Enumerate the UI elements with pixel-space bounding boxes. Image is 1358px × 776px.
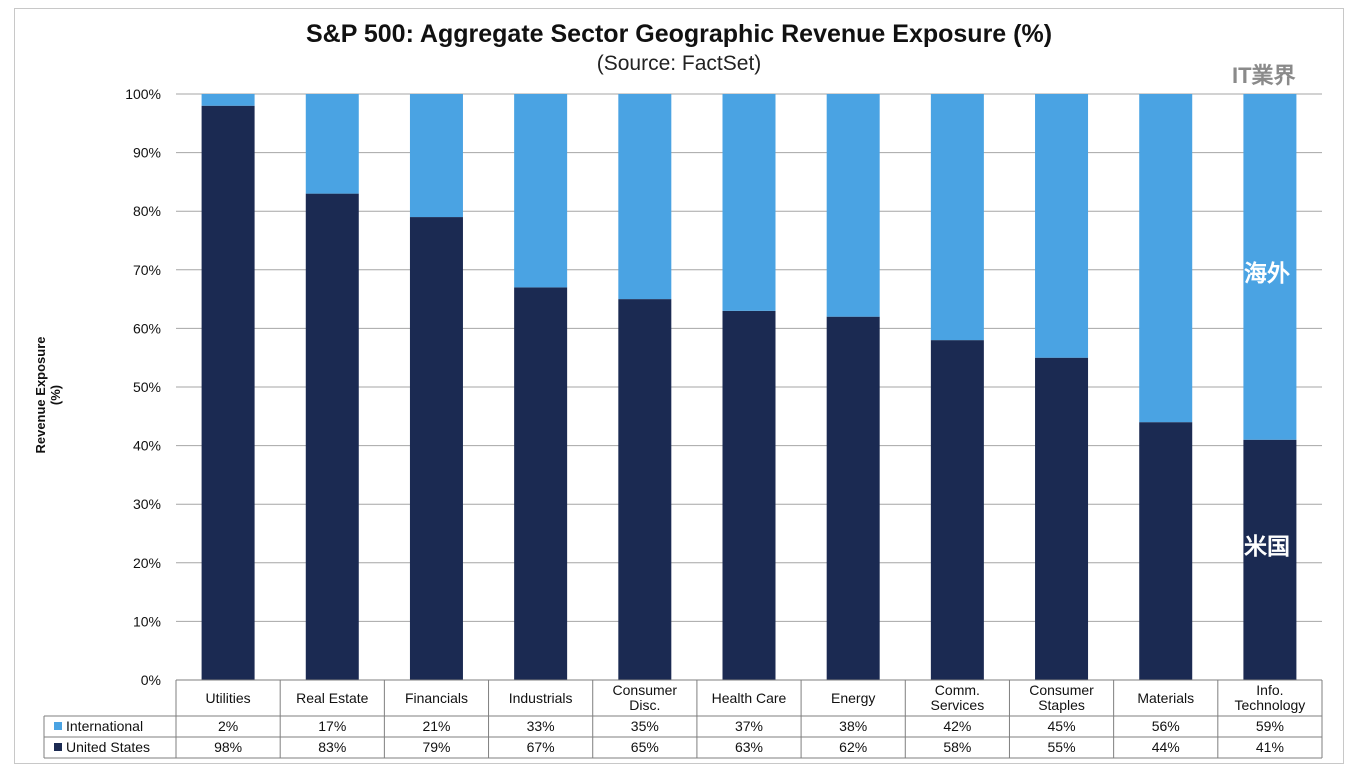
bar-international	[201, 94, 255, 106]
y-tick-label: 0%	[141, 672, 161, 688]
x-tick-label: Info.	[1256, 682, 1283, 698]
data-label-international: 17%	[318, 718, 346, 734]
x-tick-label: Real Estate	[296, 690, 369, 706]
data-label-international: 45%	[1048, 718, 1076, 734]
y-tick-label: 40%	[133, 438, 161, 454]
data-label-international: 59%	[1256, 718, 1284, 734]
bar-international	[514, 94, 568, 288]
bar-international	[722, 94, 776, 311]
legend-key-united-states	[54, 743, 62, 751]
bar-united-states	[1139, 422, 1193, 680]
bar-united-states	[722, 310, 776, 680]
y-tick-label: 90%	[133, 145, 161, 161]
x-tick-label: Energy	[831, 690, 875, 706]
bar-united-states	[930, 340, 984, 680]
data-label-united-states: 41%	[1256, 739, 1284, 755]
bar-international	[409, 94, 463, 218]
united-states-annotation: 米国	[1244, 533, 1290, 559]
data-label-international: 42%	[943, 718, 971, 734]
legend-label-international: International	[66, 718, 143, 734]
data-label-united-states: 83%	[318, 739, 346, 755]
x-tick-label: Financials	[405, 690, 468, 706]
watermark-text: IT業界	[1232, 63, 1296, 88]
bar-united-states	[618, 299, 672, 680]
chart-title: S&P 500: Aggregate Sector Geographic Rev…	[305, 20, 1053, 48]
data-label-united-states: 79%	[422, 739, 450, 755]
bar-united-states	[409, 217, 463, 680]
data-label-international: 33%	[527, 718, 555, 734]
data-label-united-states: 98%	[214, 739, 242, 755]
y-tick-label: 70%	[133, 262, 161, 278]
data-label-united-states: 62%	[839, 739, 867, 755]
international-annotation: 海外	[1244, 260, 1290, 286]
y-tick-label: 80%	[133, 203, 161, 219]
data-label-international: 2%	[218, 718, 238, 734]
data-label-united-states: 63%	[735, 739, 763, 755]
legend-label-united-states: United States	[66, 739, 150, 755]
chart-subtitle: (Source: FactSet)	[596, 52, 762, 75]
x-tick-label: Materials	[1137, 690, 1194, 706]
data-label-united-states: 67%	[527, 739, 555, 755]
data-label-united-states: 65%	[631, 739, 659, 755]
x-tick-label: Comm.	[935, 682, 980, 698]
bar-international	[1035, 94, 1089, 358]
data-label-international: 35%	[631, 718, 659, 734]
x-tick-label: Services	[931, 697, 985, 713]
bar-united-states	[1243, 439, 1297, 680]
data-label-united-states: 55%	[1048, 739, 1076, 755]
bar-international	[1243, 94, 1297, 440]
bar-international	[930, 94, 984, 341]
data-label-international: 21%	[422, 718, 450, 734]
x-tick-label: Technology	[1234, 697, 1305, 713]
bar-united-states	[1035, 357, 1089, 680]
bar-international	[618, 94, 672, 300]
x-tick-label: Health Care	[712, 690, 787, 706]
data-label-international: 38%	[839, 718, 867, 734]
chart-frame	[14, 8, 1344, 764]
y-tick-label: 20%	[133, 555, 161, 571]
y-tick-label: 60%	[133, 320, 161, 336]
y-tick-label: 10%	[133, 613, 161, 629]
bar-international	[1139, 94, 1193, 423]
x-tick-label: Consumer	[1029, 682, 1094, 698]
x-tick-label: Staples	[1038, 697, 1085, 713]
data-label-united-states: 44%	[1152, 739, 1180, 755]
bar-international	[305, 94, 359, 194]
y-tick-label: 30%	[133, 496, 161, 512]
bar-united-states	[826, 316, 880, 680]
x-tick-label: Utilities	[206, 690, 251, 706]
x-tick-label: Industrials	[509, 690, 573, 706]
bar-united-states	[514, 287, 568, 680]
bar-international	[826, 94, 880, 317]
y-tick-label: 100%	[125, 86, 161, 102]
legend-key-international	[54, 722, 62, 730]
data-label-united-states: 58%	[943, 739, 971, 755]
x-tick-label: Consumer	[613, 682, 678, 698]
data-label-international: 37%	[735, 718, 763, 734]
bar-united-states	[201, 105, 255, 681]
x-tick-label: Disc.	[629, 697, 660, 713]
y-tick-label: 50%	[133, 379, 161, 395]
bar-united-states	[305, 193, 359, 680]
data-label-international: 56%	[1152, 718, 1180, 734]
